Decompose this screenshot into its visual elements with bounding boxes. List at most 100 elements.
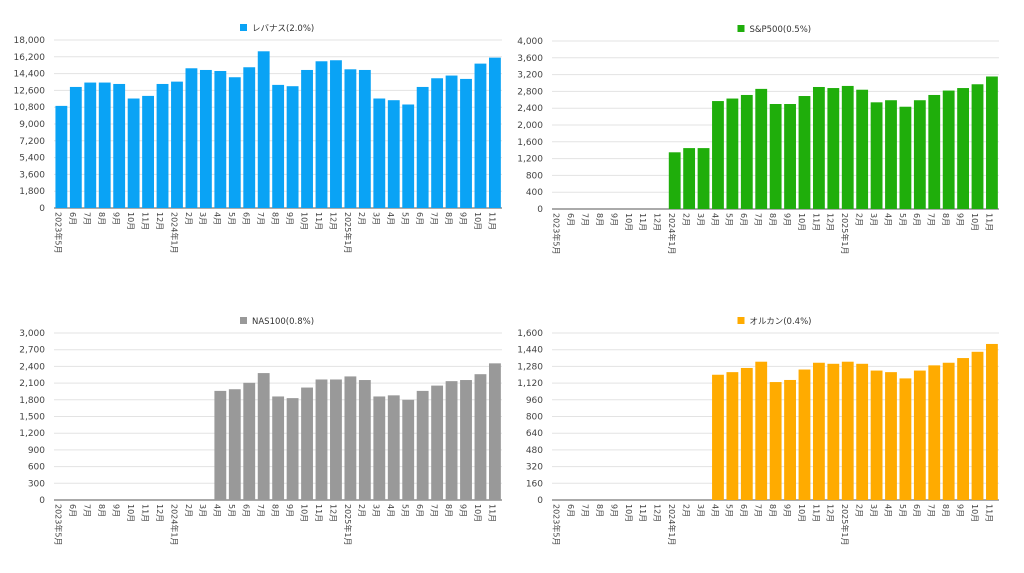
x-tick-label: 3月 [198, 504, 207, 517]
bar [841, 85, 854, 209]
x-tick-label: 5月 [401, 212, 410, 225]
bar [301, 69, 313, 209]
chart-panel-4: 0 160 320 480 640 800 960 1,120 1,280 1,440 1,600 2… [517, 317, 999, 545]
x-tick-label: 8月 [444, 504, 453, 517]
bar [827, 363, 840, 500]
legend-swatch [737, 25, 745, 32]
x-tick-label: 9月 [458, 504, 467, 517]
bar [272, 396, 285, 500]
x-tick-label: 4月 [883, 504, 892, 517]
y-tick-label: 18,000 [14, 36, 46, 46]
bar [856, 363, 869, 500]
x-tick-label: 11月 [140, 212, 149, 230]
x-tick-label: 8月 [941, 504, 950, 517]
bar [986, 76, 998, 210]
y-tick-label: 1,120 [517, 379, 543, 389]
x-tick-label: 10月 [473, 504, 482, 522]
y-tick-label: 2,400 [19, 362, 45, 372]
bar [416, 86, 429, 208]
x-tick-label: 11月 [638, 213, 647, 231]
y-tick-label: 12,600 [14, 86, 46, 96]
x-tick-label: 5月 [401, 504, 410, 517]
bar [488, 363, 501, 500]
x-tick-label: 6月 [242, 212, 251, 225]
x-tick-label: 4月 [213, 212, 222, 225]
legend-label: レバナス(2.0%) [252, 24, 314, 34]
bar [301, 387, 313, 500]
x-tick-label: 11月 [314, 504, 323, 522]
y-tick-label: 2,400 [517, 104, 543, 114]
bar [185, 68, 198, 208]
bar [199, 69, 212, 209]
x-tick-label: 12月 [155, 212, 164, 230]
x-tick-label: 11月 [314, 212, 323, 230]
y-tick-label: 7,200 [19, 137, 45, 147]
x-tick-label: 5月 [227, 504, 236, 517]
bar [228, 77, 241, 209]
x-tick-label: 9月 [285, 212, 294, 225]
bar [812, 86, 825, 209]
x-tick-label: 6月 [739, 213, 748, 226]
bar [387, 395, 400, 500]
y-tick-label: 1,200 [19, 429, 45, 439]
y-tick-label: 1,200 [517, 155, 543, 165]
x-tick-label: 3月 [696, 504, 705, 517]
bar [755, 361, 768, 500]
x-tick-label: 5月 [725, 504, 734, 517]
x-tick-label: 4月 [710, 504, 719, 517]
bar [784, 379, 796, 500]
x-tick-label: 11月 [140, 504, 149, 522]
chart-panel-3: 0 300 600 900 1,200 1,500 1,800 2,100 2,400 2,700… [19, 317, 502, 545]
x-tick-label: 2月 [681, 504, 690, 517]
x-tick-label: 4月 [386, 212, 395, 225]
x-tick-label: 10月 [797, 504, 806, 522]
y-tick-label: 1,800 [19, 187, 45, 197]
bar [228, 389, 241, 500]
x-tick-label: 10月 [126, 504, 135, 522]
y-tick-label: 320 [526, 463, 543, 473]
x-tick-label: 3月 [372, 212, 381, 225]
y-tick-label: 0 [537, 496, 543, 506]
x-tick-label: 4月 [213, 504, 222, 517]
bar [668, 152, 681, 209]
y-tick-label: 960 [526, 396, 543, 406]
x-tick-label: 6月 [566, 504, 575, 517]
bar [344, 376, 357, 500]
bar [257, 51, 270, 208]
bar [488, 57, 501, 208]
x-tick-label: 10月 [299, 504, 308, 522]
y-tick-label: 10,800 [14, 103, 46, 113]
bar [856, 89, 869, 209]
x-tick-label: 2月 [855, 213, 864, 226]
x-tick-label: 11月 [811, 213, 820, 231]
y-tick-label: 16,200 [14, 53, 46, 63]
x-tick-label: 7月 [754, 213, 763, 226]
x-tick-label: 11月 [487, 212, 496, 230]
x-tick-label: 7月 [256, 504, 265, 517]
x-tick-label: 9月 [458, 212, 467, 225]
bar [142, 95, 155, 208]
bar [769, 104, 782, 209]
x-tick-label: 5月 [898, 213, 907, 226]
x-tick-label: 2023年5月 [54, 212, 64, 253]
x-tick-label: 12月 [826, 213, 835, 231]
legend-swatch [240, 24, 247, 31]
bar [286, 398, 299, 500]
x-tick-label: 10月 [624, 504, 633, 522]
bar [986, 343, 998, 500]
x-tick-label: 9月 [955, 504, 964, 517]
y-tick-label: 0 [537, 205, 543, 215]
x-tick-label: 7月 [581, 213, 590, 226]
legend-label: NAS100(0.8%) [252, 317, 314, 327]
x-tick-label: 11月 [811, 504, 820, 522]
bar [726, 372, 739, 500]
x-tick-label: 8月 [595, 213, 604, 226]
bar [402, 104, 415, 208]
bar [445, 381, 458, 500]
x-tick-label: 7月 [83, 212, 92, 225]
x-tick-label: 8月 [768, 504, 777, 517]
y-tick-label: 3,200 [517, 71, 543, 81]
x-tick-label: 2月 [184, 212, 193, 225]
bar [431, 78, 444, 209]
x-tick-label: 2025年1月 [840, 504, 850, 545]
